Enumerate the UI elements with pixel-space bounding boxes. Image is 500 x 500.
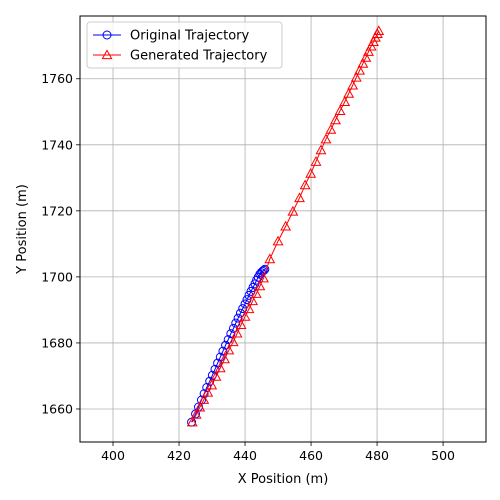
data-point bbox=[272, 235, 284, 246]
data-point bbox=[235, 319, 247, 329]
data-point bbox=[310, 156, 322, 166]
x-tick-label: 400 bbox=[101, 448, 125, 463]
x-tick-label: 460 bbox=[299, 448, 323, 463]
data-point bbox=[258, 272, 269, 283]
data-point bbox=[354, 64, 366, 75]
data-point bbox=[202, 386, 214, 397]
data-point bbox=[299, 179, 311, 190]
data-point bbox=[357, 57, 369, 68]
y-tick-label: 1720 bbox=[41, 203, 73, 218]
data-point bbox=[363, 46, 374, 56]
legend-marker bbox=[102, 30, 112, 40]
data-point bbox=[223, 344, 235, 355]
series-line bbox=[191, 268, 266, 423]
data-point bbox=[280, 220, 292, 231]
data-point bbox=[264, 253, 276, 264]
y-tick-label: 1760 bbox=[41, 71, 73, 86]
data-point bbox=[210, 370, 222, 381]
data-point bbox=[315, 144, 327, 155]
data-point bbox=[287, 205, 299, 216]
x-tick-label: 480 bbox=[365, 448, 389, 463]
data-point bbox=[186, 416, 198, 427]
legend-item: Generated Trajectory bbox=[93, 49, 268, 64]
data-point bbox=[325, 123, 337, 134]
data-point bbox=[206, 379, 218, 390]
series-generated bbox=[186, 25, 385, 427]
legend-marker bbox=[101, 49, 113, 60]
data-point bbox=[239, 310, 251, 321]
data-point bbox=[198, 394, 210, 404]
y-axis-label: Y Position (m) bbox=[15, 184, 30, 275]
data-point bbox=[250, 288, 262, 298]
data-point bbox=[373, 25, 385, 36]
data-point bbox=[350, 71, 362, 82]
y-tick-label: 1740 bbox=[41, 137, 73, 152]
data-point bbox=[330, 114, 341, 125]
data-point bbox=[199, 389, 209, 399]
data-point bbox=[294, 192, 305, 203]
data-point bbox=[334, 105, 346, 115]
data-point bbox=[343, 87, 355, 98]
data-point bbox=[218, 346, 228, 356]
y-tick-label: 1660 bbox=[41, 401, 73, 416]
plot-area-frame bbox=[79, 15, 487, 443]
data-point bbox=[305, 167, 317, 178]
data-point bbox=[339, 96, 351, 107]
x-axis-label: X Position (m) bbox=[238, 472, 329, 487]
series-layer bbox=[186, 25, 385, 427]
data-point bbox=[215, 352, 225, 362]
data-point bbox=[247, 295, 259, 306]
data-point bbox=[219, 353, 231, 364]
data-point bbox=[347, 79, 359, 90]
y-tick-label: 1700 bbox=[41, 269, 73, 284]
data-point bbox=[320, 133, 332, 144]
data-point bbox=[227, 336, 239, 347]
data-point bbox=[214, 362, 226, 373]
legend-label: Original Trajectory bbox=[130, 29, 249, 44]
data-point bbox=[243, 303, 255, 314]
grid bbox=[80, 16, 486, 442]
legend-label: Generated Trajectory bbox=[130, 49, 268, 64]
data-point bbox=[360, 51, 372, 62]
data-point bbox=[231, 327, 243, 338]
x-tick-label: 500 bbox=[431, 448, 455, 463]
y-tick-label: 1680 bbox=[41, 335, 73, 350]
axis-ticks: 400 420 440 460 480 500 1660 1680 1700 1720 1740 17… bbox=[41, 71, 455, 463]
data-point bbox=[254, 280, 266, 291]
data-point bbox=[190, 408, 202, 419]
data-point bbox=[194, 401, 206, 412]
legend-item: Original Trajectory bbox=[93, 29, 249, 44]
x-tick-label: 440 bbox=[233, 448, 257, 463]
legend-box bbox=[86, 21, 283, 69]
x-tick-label: 420 bbox=[167, 448, 191, 463]
legend: Original Trajectory Generated Trajectory bbox=[86, 21, 283, 69]
